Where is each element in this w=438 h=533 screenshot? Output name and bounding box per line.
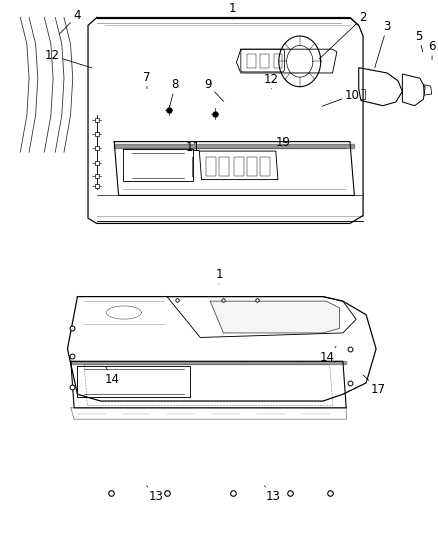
Text: 14: 14 bbox=[105, 367, 120, 386]
Bar bbox=[261, 54, 269, 68]
Text: 13: 13 bbox=[265, 486, 281, 503]
Text: 10: 10 bbox=[322, 88, 360, 106]
Text: 19: 19 bbox=[276, 136, 291, 149]
Text: 1: 1 bbox=[228, 2, 236, 19]
Polygon shape bbox=[71, 361, 346, 364]
Text: 7: 7 bbox=[143, 71, 151, 88]
Text: 8: 8 bbox=[170, 78, 179, 107]
Text: 12: 12 bbox=[264, 73, 279, 89]
Bar bbox=[247, 54, 256, 68]
Bar bbox=[206, 157, 215, 176]
Text: 11: 11 bbox=[185, 141, 200, 177]
Text: 17: 17 bbox=[363, 375, 386, 396]
Bar bbox=[234, 157, 244, 176]
Polygon shape bbox=[210, 301, 339, 333]
Text: 13: 13 bbox=[147, 486, 163, 503]
Bar bbox=[219, 157, 229, 176]
Text: 6: 6 bbox=[428, 40, 436, 60]
Text: 1: 1 bbox=[215, 268, 223, 284]
Bar bbox=[247, 157, 257, 176]
Text: 12: 12 bbox=[45, 49, 92, 68]
Text: 14: 14 bbox=[320, 346, 336, 364]
Text: 4: 4 bbox=[60, 10, 81, 34]
Polygon shape bbox=[114, 144, 354, 148]
Text: 5: 5 bbox=[415, 29, 423, 52]
Text: 9: 9 bbox=[205, 78, 224, 102]
Bar bbox=[261, 157, 270, 176]
Text: 3: 3 bbox=[375, 20, 391, 68]
Bar bbox=[274, 54, 283, 68]
Text: 2: 2 bbox=[319, 11, 367, 59]
